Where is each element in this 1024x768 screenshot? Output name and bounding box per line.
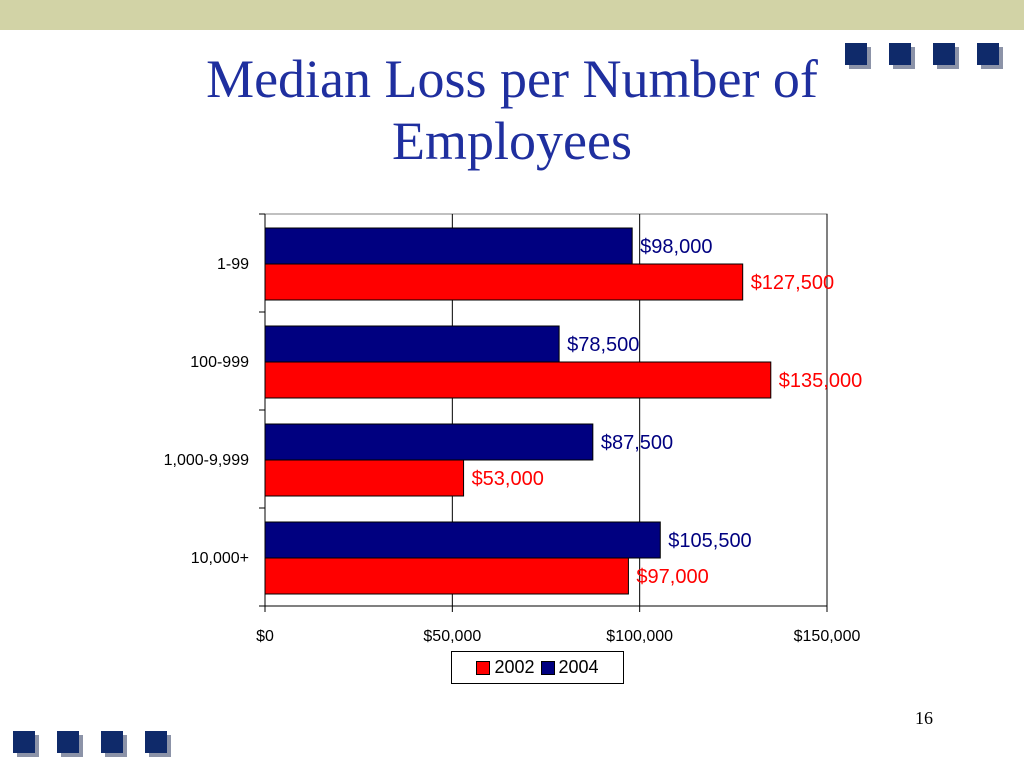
y-category-label: 1-99 (217, 256, 249, 273)
data-label-2004: $98,000 (640, 236, 712, 258)
data-label-2004: $78,500 (567, 334, 639, 356)
decorative-square-icon (13, 731, 35, 753)
top-band (0, 0, 1024, 30)
decorative-square-icon (889, 43, 911, 65)
data-label-2004: $105,500 (668, 530, 751, 552)
decorative-square-icon (845, 43, 867, 65)
x-tick-label: $100,000 (606, 628, 673, 645)
legend-item-2004: 2004 (540, 657, 599, 678)
y-category-label: 100-999 (190, 354, 249, 371)
chart-legend: 2002 2004 (451, 651, 624, 684)
y-category-label: 10,000+ (191, 550, 249, 567)
legend-swatch-2002 (476, 660, 491, 675)
data-label-2002: $53,000 (472, 468, 544, 490)
bar-2004 (264, 521, 661, 559)
bar-2004 (264, 227, 633, 265)
legend-label-2004: 2004 (558, 657, 599, 677)
slide-title: Median Loss per Number of Employees (206, 49, 818, 171)
legend-swatch-2004 (540, 660, 555, 675)
decorative-square-icon (145, 731, 167, 753)
bar-2002 (264, 263, 744, 301)
data-label-2002: $127,500 (751, 272, 834, 294)
bar-2004 (264, 325, 560, 363)
page-number: 16 (915, 708, 933, 728)
data-label-2002: $135,000 (779, 370, 862, 392)
x-tick-label: $150,000 (794, 628, 861, 645)
y-category-label: 1,000-9,999 (164, 452, 250, 469)
x-tick-label: $0 (256, 628, 274, 645)
bar-2002 (264, 459, 465, 497)
bar-2004 (264, 423, 594, 461)
decorative-square-icon (977, 43, 999, 65)
legend-label-2002: 2002 (494, 657, 535, 677)
decorative-square-icon (933, 43, 955, 65)
bar-2002 (264, 557, 629, 595)
bar-2002 (264, 361, 772, 399)
decorative-square-icon (101, 731, 123, 753)
legend-item-2002: 2002 (476, 657, 535, 678)
data-label-2004: $87,500 (601, 432, 673, 454)
decorative-square-icon (57, 731, 79, 753)
x-tick-label: $50,000 (423, 628, 481, 645)
data-label-2002: $97,000 (636, 566, 708, 588)
